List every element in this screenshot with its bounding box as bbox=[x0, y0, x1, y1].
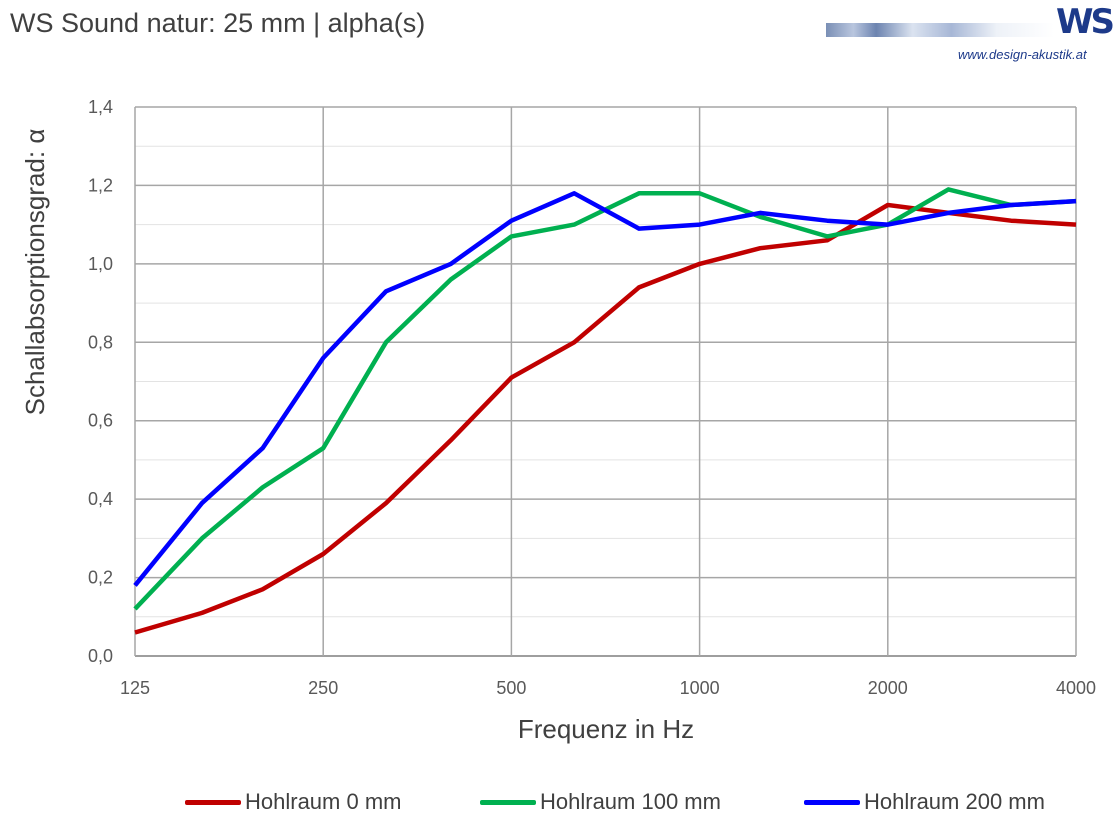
x-tick-label: 1000 bbox=[680, 678, 720, 698]
logo-banner bbox=[826, 23, 1054, 37]
x-tick-label: 4000 bbox=[1056, 678, 1096, 698]
y-tick-label: 0,4 bbox=[88, 489, 113, 509]
series-line-hohlraum-200-mm bbox=[133, 191, 1077, 587]
series-line-hohlraum-100-mm bbox=[133, 187, 1077, 611]
y-tick-label: 1,4 bbox=[88, 97, 113, 117]
y-tick-label: 0,2 bbox=[88, 568, 113, 588]
legend-swatch bbox=[804, 799, 860, 805]
tick-labels: 0,0 0,2 0,4 0,6 0,8 1,0 1,2 1,4 125 250 500 1000 200… bbox=[88, 97, 1096, 698]
series-line-hohlraum-0-mm bbox=[134, 202, 1077, 635]
legend-label: Hohlraum 100 mm bbox=[540, 789, 721, 814]
y-tick-label: 1,0 bbox=[88, 254, 113, 274]
y-tick-label: 0,6 bbox=[88, 411, 113, 431]
logo: WS www.design-akustik.at bbox=[826, 0, 1120, 72]
x-tick-label: 125 bbox=[120, 678, 150, 698]
y-tick-label: 1,2 bbox=[88, 175, 113, 195]
grid bbox=[134, 106, 1077, 657]
y-tick-label: 0,0 bbox=[88, 646, 113, 666]
legend-label: Hohlraum 0 mm bbox=[245, 789, 402, 814]
legend-item: Hohlraum 200 mm bbox=[804, 786, 1045, 818]
y-axis-title: Schallabsorptionsgrad: α bbox=[20, 129, 50, 416]
legend-swatch bbox=[185, 799, 241, 805]
x-tick-label: 500 bbox=[496, 678, 526, 698]
legend-item: Hohlraum 0 mm bbox=[185, 786, 401, 818]
x-tick-label: 2000 bbox=[868, 678, 908, 698]
legend-item: Hohlraum 100 mm bbox=[480, 786, 721, 818]
y-tick-label: 0,8 bbox=[88, 332, 113, 352]
logo-mark: WS bbox=[1056, 2, 1115, 42]
legend-swatch bbox=[480, 799, 536, 805]
series-lines bbox=[133, 187, 1077, 635]
legend: Hohlraum 0 mm Hohlraum 100 mm Hohlraum 200… bbox=[0, 786, 1120, 818]
page-title: WS Sound natur: 25 mm | alpha(s) bbox=[10, 8, 426, 38]
x-tick-label: 250 bbox=[308, 678, 338, 698]
legend-label: Hohlraum 200 mm bbox=[864, 789, 1045, 814]
logo-url: www.design-akustik.at bbox=[958, 47, 1087, 62]
x-axis-title: Frequenz in Hz bbox=[518, 714, 694, 744]
